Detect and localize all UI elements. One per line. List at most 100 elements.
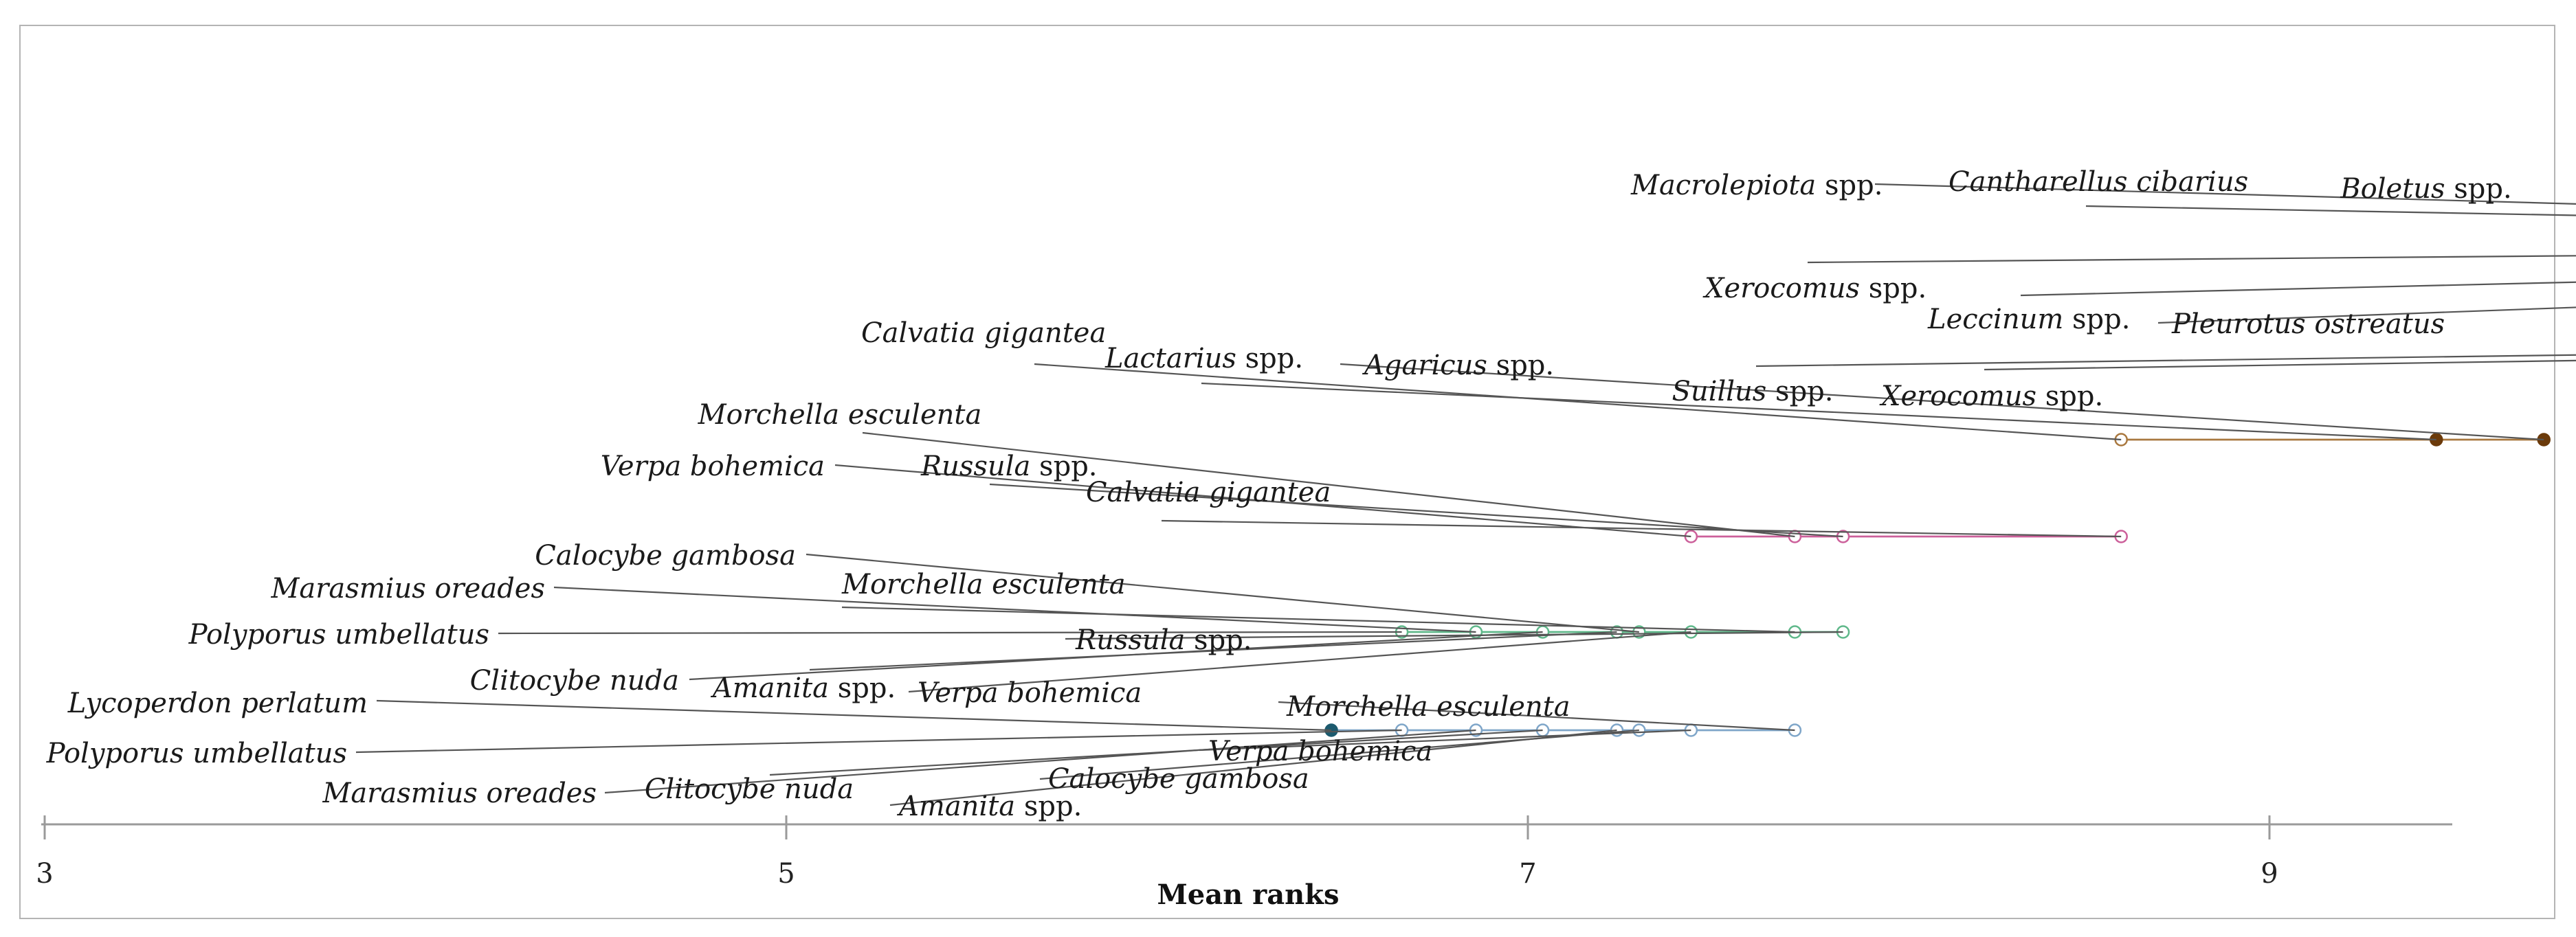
leader-line (889, 729, 1617, 806)
leader-line (1278, 701, 1795, 732)
point-label-suffix: spp. (2036, 381, 2103, 412)
point-label-genus: Xerocomus (1702, 273, 1860, 304)
leader-line (604, 729, 1476, 794)
point-label-genus: Calvatia gigantea (861, 317, 1106, 349)
leader-line (769, 729, 1543, 776)
leader-line (1874, 183, 2576, 205)
x-tick-label: 9 (2261, 858, 2278, 890)
point-label: Morchella esculenta (1286, 691, 1570, 723)
point-label-genus: Marasmius oreades (270, 573, 545, 605)
leader-line (2157, 306, 2576, 324)
leader-line (498, 631, 1402, 635)
point-label-genus: Clitocybe nuda (645, 774, 854, 805)
point-label: Verpa bohemica (1208, 736, 1432, 767)
point-label-suffix: spp. (1015, 791, 1082, 822)
x-tick-label: 3 (36, 858, 53, 890)
point-label: Marasmius oreades (322, 778, 597, 809)
point-label-genus: Boletus (2340, 173, 2445, 205)
point-label: Calvatia gigantea (861, 317, 1106, 349)
point-label: Verpa bohemica (601, 451, 825, 482)
point-label-genus: Verpa bohemica (918, 677, 1142, 709)
point-label-suffix: spp. (1185, 624, 1252, 656)
point-label-genus: Cantharellus cibarius (1948, 166, 2248, 198)
point-label: Xerocomus spp. (1879, 381, 2103, 412)
point-label-genus: Morchella esculenta (698, 399, 982, 431)
point-label: Marasmius oreades (270, 573, 545, 605)
point-label-genus: Lycoperdon perlatum (67, 688, 368, 719)
point-label-genus: Leccinum (1927, 304, 2063, 335)
leader-line (806, 553, 1639, 633)
leader-line (1039, 729, 1639, 780)
point-label-suffix: spp. (1487, 350, 1554, 381)
leader-line (841, 606, 1795, 633)
point-label-genus: Morchella esculenta (1286, 691, 1570, 723)
leader-line (1161, 519, 2122, 538)
leader-line (376, 699, 1332, 732)
leader-line (553, 586, 1476, 633)
point-label-suffix: spp. (2063, 304, 2130, 335)
leader-line (989, 483, 1843, 538)
point-label: Agaricus spp. (1362, 350, 1554, 381)
point-label: Russula spp. (920, 451, 1098, 482)
point-label: Xerocomus spp. (1702, 273, 1927, 304)
point-label-suffix: spp. (1030, 451, 1097, 482)
point-label-genus: Calocybe gambosa (535, 540, 796, 572)
point-label-genus: Pleurotus ostreatus (2171, 308, 2445, 340)
point-label-genus: Verpa bohemica (601, 451, 825, 482)
point-label-genus: Lactarius (1104, 343, 1236, 374)
point-label-genus: Agaricus (1362, 350, 1487, 381)
x-axis-ticks: 3579111315 (36, 815, 2278, 890)
point-label-genus: Calvatia gigantea (1086, 477, 1331, 508)
point-label-genus: Marasmius oreades (322, 778, 597, 809)
point-label-genus: Clitocybe nuda (470, 665, 679, 697)
point-labels: Lycoperdon perlatum Polyporus umbellatus M… (46, 166, 2576, 822)
point-label: Clitocybe nuda (645, 774, 854, 805)
point-label-genus: Russula (920, 451, 1030, 482)
leader-line (809, 631, 1617, 671)
point-label-genus: Macrolepiota (1630, 170, 1816, 201)
leader-line (908, 631, 1691, 693)
point-label-genus: Morchella esculenta (841, 569, 1126, 600)
leader-line (862, 431, 1795, 538)
point-label-suffix: spp. (1236, 343, 1303, 374)
chart-series (1324, 433, 2551, 737)
leader-line (1065, 631, 1843, 640)
leader-line (2020, 281, 2576, 297)
point-label-suffix: spp. (1860, 273, 1927, 304)
point-label-genus: Russula (1075, 624, 1185, 656)
point-label: Cantharellus cibarius (1948, 166, 2248, 198)
x-tick-label: 7 (1519, 858, 1536, 890)
point-label-genus: Amanita (896, 791, 1015, 822)
point-label-suffix: spp. (1816, 170, 1883, 201)
point-label-genus: Xerocomus (1879, 381, 2036, 412)
point-label-suffix: spp. (1766, 376, 1833, 407)
x-tick-label: 5 (777, 858, 795, 890)
point-label-genus: Polyporus umbellatus (188, 619, 489, 651)
point-label: Morchella esculenta (841, 569, 1126, 600)
leader-line (1807, 255, 2576, 264)
point-label: Polyporus umbellatus (188, 619, 489, 651)
point-label: Pleurotus ostreatus (2171, 308, 2445, 340)
point-label: Clitocybe nuda (470, 665, 679, 697)
leader-line (1984, 359, 2576, 371)
point-label: Morchella esculenta (698, 399, 982, 431)
point-label: Leccinum spp. (1927, 304, 2130, 335)
leader-line (1199, 729, 1691, 752)
point-label: Amanita spp. (896, 791, 1082, 822)
point-label-genus: Suillus (1672, 376, 1766, 407)
point-label: Macrolepiota spp. (1630, 170, 1883, 201)
leader-line (1201, 382, 2436, 441)
point-label: Amanita spp. (710, 673, 896, 704)
leader-line (1034, 363, 2122, 441)
chart-frame (19, 25, 2555, 919)
point-label: Lactarius spp. (1104, 343, 1303, 374)
point-label-genus: Amanita (710, 673, 829, 704)
point-label: Russula spp. (1075, 624, 1252, 656)
point-label: Boletus spp. (2340, 173, 2511, 205)
point-label-genus: Calocybe gambosa (1048, 763, 1309, 795)
point-label: Polyporus umbellatus (46, 738, 347, 769)
point-label: Lycoperdon perlatum (67, 688, 368, 719)
point-label-genus: Polyporus umbellatus (46, 738, 347, 769)
point-label-suffix: spp. (829, 673, 896, 704)
